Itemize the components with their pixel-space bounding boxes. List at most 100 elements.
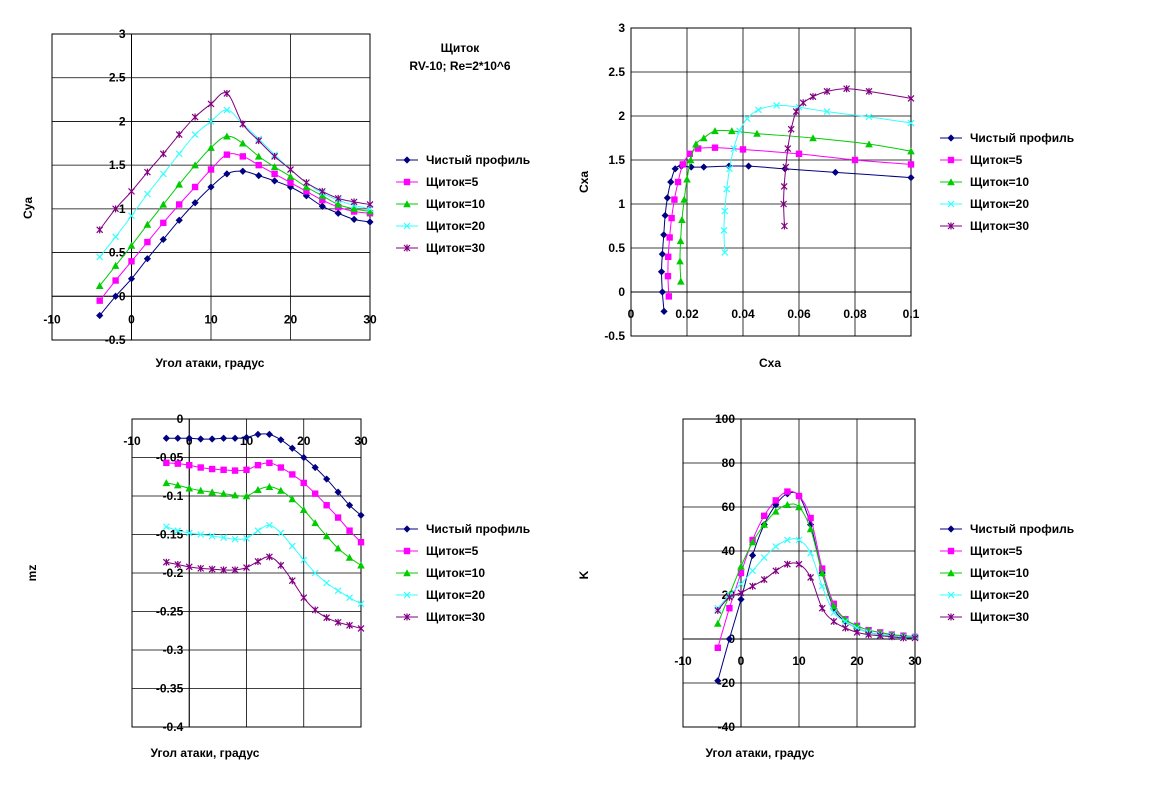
x-axis-label: Угол атаки, градус [706, 746, 815, 760]
data-point [865, 113, 873, 121]
data-point [787, 125, 795, 133]
data-point [197, 435, 205, 443]
data-point [823, 108, 831, 116]
data-point [302, 179, 310, 187]
data-point [784, 488, 791, 495]
legend-item: Щиток=10 [940, 566, 1029, 580]
data-point [760, 520, 768, 528]
x-tick-label: 30 [354, 434, 368, 448]
x-tick-label: 30 [363, 312, 377, 326]
x-tick-label: 0.04 [731, 307, 755, 321]
data-point [876, 632, 884, 640]
data-point [300, 556, 308, 564]
data-point [660, 307, 668, 315]
data-point [666, 234, 673, 241]
data-point [323, 475, 331, 483]
legend-item: Щиток=10 [396, 197, 485, 211]
data-point [865, 87, 873, 95]
data-point [186, 462, 193, 469]
data-point [658, 250, 666, 258]
data-point [714, 644, 721, 651]
chart-subtitle: RV-10; Re=2*10^6 [409, 59, 511, 73]
data-point [271, 177, 279, 185]
data-point [680, 195, 688, 203]
data-point [823, 87, 831, 95]
data-point [255, 161, 262, 169]
data-point [191, 161, 199, 169]
data-point [737, 569, 745, 577]
data-point [254, 462, 262, 469]
data-point [780, 182, 788, 190]
y-tick-label: 2.5 [608, 65, 625, 79]
data-point [692, 140, 700, 148]
data-point [220, 534, 228, 542]
data-point [255, 137, 263, 145]
data-point [350, 198, 358, 206]
data-point [223, 89, 231, 97]
data-point [714, 619, 722, 627]
data-point [323, 614, 331, 622]
data-point [185, 484, 194, 492]
x-tick-label: 20 [284, 312, 298, 326]
data-point [318, 191, 327, 199]
data-point [219, 489, 228, 497]
data-point [726, 605, 733, 612]
data-point [761, 512, 768, 519]
data-point [197, 531, 205, 538]
data-point [888, 633, 896, 641]
legend-item: Щиток=5 [940, 153, 1023, 167]
x-tick-label: 10 [204, 312, 218, 326]
data-point [687, 163, 695, 171]
data-point [660, 231, 668, 239]
data-point [143, 168, 151, 176]
data-point [830, 602, 838, 610]
legend-item: Щиток=10 [940, 175, 1029, 189]
data-point [288, 577, 296, 585]
data-point [781, 165, 789, 173]
legend-label: Чистый профиль [970, 131, 1074, 145]
legend: Чистый профиль Щиток=5 Щиток=10 Щиток=20 Щит… [396, 522, 530, 624]
data-point [799, 99, 807, 107]
data-point [730, 145, 738, 152]
data-point [289, 471, 296, 478]
data-point [112, 205, 120, 213]
legend-item: Щиток=5 [396, 544, 479, 558]
legend-label: Щиток=5 [426, 544, 479, 558]
data-point [254, 430, 262, 438]
data-point [208, 488, 216, 496]
data-point [357, 624, 365, 632]
data-point [661, 211, 669, 220]
data-point [242, 433, 251, 442]
data-point [185, 434, 193, 442]
data-point [300, 594, 308, 602]
data-point [191, 131, 199, 138]
data-point [676, 237, 685, 245]
data-point [357, 511, 365, 519]
legend-label: Щиток=5 [970, 153, 1023, 167]
data-point [728, 127, 736, 135]
series-5 [714, 560, 919, 642]
data-point [175, 180, 183, 188]
data-point [207, 166, 215, 173]
data-point [723, 185, 731, 193]
mz-chart: Угол атаки, градус mz -1001020300-0.05-0… [25, 412, 530, 760]
data-point [865, 631, 873, 639]
data-point [809, 93, 817, 101]
legend-marker [403, 178, 411, 186]
data-point [720, 226, 728, 234]
data-point [783, 560, 791, 568]
legend-item: Щиток=30 [940, 610, 1029, 624]
data-point [700, 163, 708, 171]
data-point [783, 536, 791, 544]
data-point [287, 166, 294, 174]
legend-label: Щиток=30 [426, 610, 485, 624]
data-point [318, 202, 326, 210]
data-point [303, 188, 310, 195]
y-tick-label: 2.5 [109, 71, 126, 85]
data-point [112, 277, 119, 284]
x-tick-label: 30 [908, 654, 922, 668]
data-point [357, 600, 365, 608]
data-point [334, 209, 342, 217]
data-point [357, 539, 365, 546]
legend-label: Щиток=10 [970, 566, 1029, 580]
